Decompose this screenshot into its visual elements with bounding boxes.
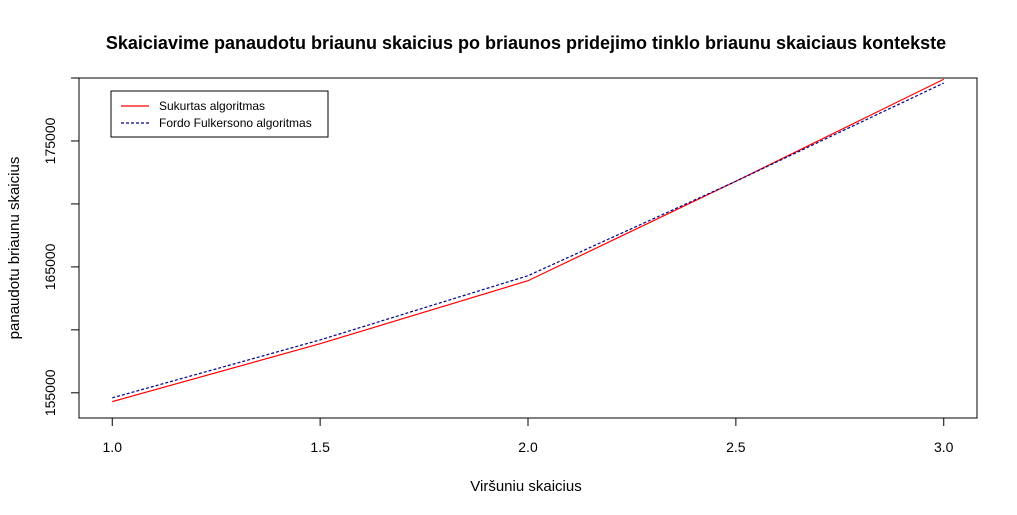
x-axis-label: Viršuniu skaicius	[470, 478, 581, 495]
series-line-1	[112, 78, 945, 403]
y-tick-label: 165000	[42, 243, 58, 290]
x-tick-label: 1.5	[310, 439, 330, 455]
legend: Sukurtas algoritmas Fordo Fulkersono algo…	[110, 90, 329, 138]
series-layer	[112, 78, 945, 403]
x-tick-label: 1.0	[103, 439, 123, 455]
x-tick-label: 2.0	[518, 439, 538, 455]
chart-title: Skaiciavime panaudotu briaunu skaicius p…	[106, 33, 946, 53]
y-tick-label: 155000	[42, 369, 58, 416]
x-tick-label: 3.0	[934, 439, 954, 455]
y-axis: 155000 165000 175000	[42, 77, 79, 416]
legend-label-1: Sukurtas algoritmas	[159, 99, 265, 113]
x-axis: 1.0 1.5 2.0 2.5 3.0	[103, 418, 954, 455]
y-tick-label: 175000	[42, 117, 58, 164]
x-tick-label: 2.5	[726, 439, 746, 455]
legend-box	[110, 90, 329, 138]
legend-label-2: Fordo Fulkersono algoritmas	[159, 116, 312, 130]
y-axis-label: panaudotu briaunu skaicius	[6, 157, 23, 340]
